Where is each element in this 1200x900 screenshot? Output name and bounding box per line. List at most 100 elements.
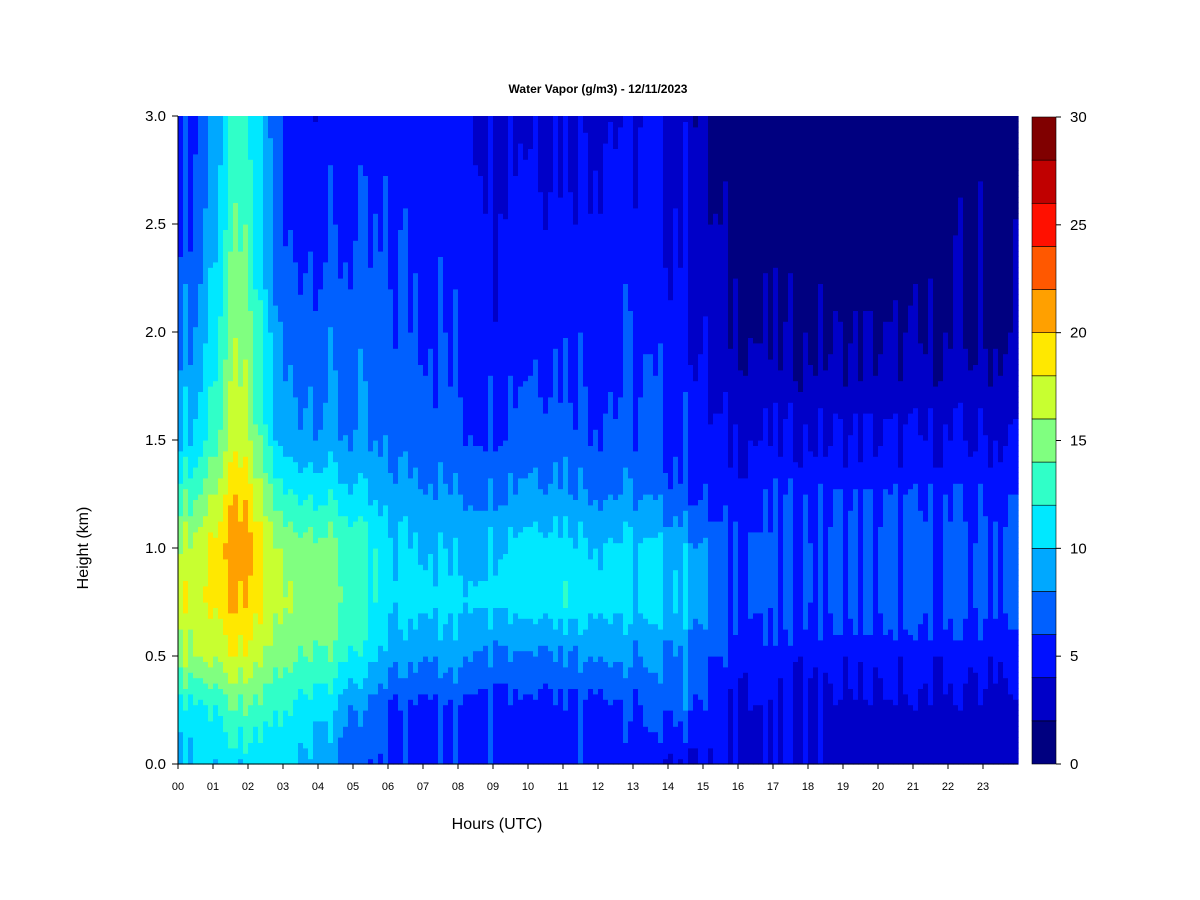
heatmap-cell xyxy=(178,699,184,706)
heatmap-cell xyxy=(253,488,259,495)
heatmap-cell xyxy=(213,197,219,203)
heatmap-cell xyxy=(198,483,204,490)
heatmap-cell xyxy=(223,477,229,484)
heatmap-cell xyxy=(203,116,209,122)
heatmap-cell xyxy=(243,731,249,738)
heatmap-cell xyxy=(223,310,229,317)
heatmap-cell xyxy=(223,758,229,765)
heatmap-cell xyxy=(188,450,194,457)
heatmap-cell xyxy=(248,186,254,193)
heatmap-cell xyxy=(203,472,209,479)
heatmap-cell xyxy=(248,742,254,749)
heatmap-cell xyxy=(198,180,204,187)
heatmap-cell xyxy=(178,197,184,203)
heatmap-cell xyxy=(218,456,224,463)
heatmap-cell xyxy=(183,656,189,662)
heatmap-cell xyxy=(228,261,234,268)
heatmap-cell xyxy=(213,267,219,274)
heatmap-cell xyxy=(228,148,234,155)
heatmap-cell xyxy=(228,742,234,749)
heatmap-cell xyxy=(258,461,264,468)
heatmap-cell xyxy=(188,693,194,700)
heatmap-cell xyxy=(228,375,234,382)
heatmap-cell xyxy=(183,137,189,144)
heatmap-cell xyxy=(228,564,234,571)
heatmap-cell xyxy=(193,402,199,409)
heatmap-cell xyxy=(178,720,184,727)
heatmap-cell xyxy=(238,699,244,706)
heatmap-cell xyxy=(233,720,239,727)
heatmap-cell xyxy=(238,278,244,284)
heatmap-cell xyxy=(233,278,239,284)
heatmap-cell xyxy=(208,456,214,463)
heatmap-cell xyxy=(228,272,234,279)
heatmap-cell xyxy=(213,272,219,279)
heatmap-cell xyxy=(223,661,229,668)
heatmap-cell xyxy=(228,137,234,144)
heatmap-cell xyxy=(188,197,194,203)
heatmap-cell xyxy=(198,504,204,511)
heatmap-cell xyxy=(183,321,189,328)
heatmap-cell xyxy=(258,261,264,268)
heatmap-cell xyxy=(183,564,189,571)
heatmap-cell xyxy=(203,742,209,749)
heatmap-cell xyxy=(263,483,269,490)
heatmap-cell xyxy=(223,126,229,133)
heatmap-cell xyxy=(213,305,219,311)
heatmap-cell xyxy=(263,440,269,446)
heatmap-cell xyxy=(213,629,219,635)
heatmap-cell xyxy=(248,191,254,198)
heatmap-cell xyxy=(183,402,189,409)
heatmap-cell xyxy=(203,477,209,484)
heatmap-cell xyxy=(258,629,264,635)
heatmap-cell xyxy=(258,699,264,706)
heatmap-cell xyxy=(218,429,224,436)
heatmap-cell xyxy=(248,758,254,765)
heatmap-cell xyxy=(198,240,204,247)
heatmap-cell xyxy=(183,434,189,441)
heatmap-cell xyxy=(208,132,214,139)
heatmap-cell xyxy=(193,369,199,376)
heatmap-cell xyxy=(243,569,249,576)
heatmap-cell xyxy=(243,699,249,706)
heatmap-cell xyxy=(238,326,244,333)
heatmap-cell xyxy=(248,629,254,635)
heatmap-cell xyxy=(218,402,224,409)
heatmap-cell xyxy=(188,737,194,743)
heatmap-cell xyxy=(228,348,234,355)
heatmap-cell xyxy=(258,429,264,436)
heatmap-cell xyxy=(198,666,204,673)
heatmap-cell xyxy=(243,612,249,619)
heatmap-cell xyxy=(208,251,214,257)
heatmap-cell xyxy=(243,299,249,306)
heatmap-cell xyxy=(228,683,234,689)
heatmap-cell xyxy=(223,386,229,392)
heatmap-cell xyxy=(208,402,214,409)
heatmap-cell xyxy=(178,553,184,560)
heatmap-cell xyxy=(203,164,209,171)
heatmap-cell xyxy=(193,202,199,209)
heatmap-cell xyxy=(178,305,184,311)
heatmap-cell xyxy=(233,207,239,214)
heatmap-cell xyxy=(238,553,244,560)
heatmap-cell xyxy=(193,170,199,176)
heatmap-cell xyxy=(238,396,244,403)
heatmap-cell xyxy=(223,434,229,441)
heatmap-cell xyxy=(213,315,219,322)
heatmap-cell xyxy=(183,699,189,706)
heatmap-cell xyxy=(218,580,224,587)
heatmap-cell xyxy=(243,542,249,549)
heatmap-cell xyxy=(188,666,194,673)
heatmap-cell xyxy=(218,359,224,365)
heatmap-cell xyxy=(243,677,249,684)
heatmap-cell xyxy=(208,283,214,290)
heatmap-cell xyxy=(198,753,204,760)
heatmap-cell xyxy=(218,591,224,598)
heatmap-cell xyxy=(248,386,254,392)
heatmap-cell xyxy=(213,737,219,743)
heatmap-cell xyxy=(258,310,264,317)
heatmap-cell xyxy=(218,699,224,706)
heatmap-cell xyxy=(228,186,234,193)
heatmap-cell xyxy=(238,607,244,614)
heatmap-cell xyxy=(208,170,214,176)
